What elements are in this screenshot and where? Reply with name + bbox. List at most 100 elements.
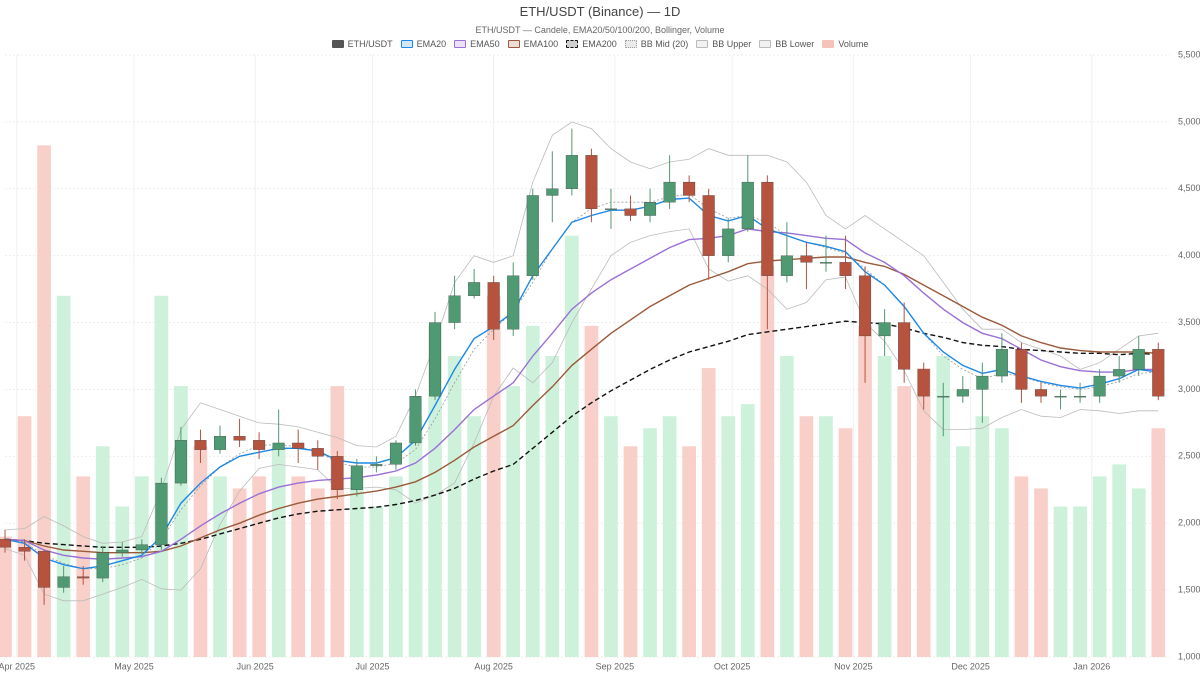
y-tick-label: 5,500: [1178, 49, 1200, 59]
indicator-line: [4, 228, 1159, 602]
candle-body: [0, 539, 11, 548]
x-tick-label: Jan 2026: [1073, 661, 1110, 671]
x-tick-label: Apr 2025: [0, 661, 35, 671]
candle-body: [1093, 375, 1106, 397]
volume-bar: [467, 416, 481, 657]
candle-body: [702, 195, 715, 256]
legend-swatch: [454, 40, 467, 48]
volume-bar: [252, 476, 266, 657]
candle-body: [194, 440, 207, 450]
legend-item[interactable]: BB Lower: [759, 39, 814, 49]
legend-swatch: [759, 40, 772, 48]
candle-body: [135, 544, 148, 551]
volume-bar: [17, 416, 32, 657]
candle-body: [722, 228, 735, 256]
volume-bar: [525, 325, 540, 657]
candle-body: [546, 188, 559, 196]
candle-body: [370, 464, 383, 466]
y-tick-label: 4,500: [1178, 183, 1200, 193]
volume-bar: [819, 416, 833, 657]
legend-label: BB Upper: [712, 39, 752, 49]
volume-bar: [193, 446, 208, 657]
candle-body: [311, 448, 324, 457]
indicator-line: [4, 228, 1159, 561]
legend-item[interactable]: Volume: [822, 39, 868, 49]
volume-bar: [897, 386, 912, 657]
volume-bar: [447, 356, 462, 657]
volume-bar: [584, 325, 599, 657]
candle-body: [565, 155, 578, 189]
volume-bar: [604, 416, 618, 657]
volume-bar: [740, 404, 755, 657]
legend-item[interactable]: EMA20: [400, 39, 447, 49]
x-tick-label: Sep 2025: [596, 661, 635, 671]
candle-body: [409, 395, 422, 444]
volume-bar: [486, 295, 501, 657]
y-tick-label: 2,500: [1178, 451, 1200, 461]
volume-bar: [134, 476, 149, 657]
legend-label: BB Mid (20): [640, 39, 689, 49]
legend-item[interactable]: BB Upper: [696, 39, 751, 49]
x-tick-label: Oct 2025: [714, 661, 751, 671]
y-tick-label: 2,000: [1178, 518, 1200, 528]
legend-item[interactable]: BB Mid (20): [624, 39, 689, 49]
legend-swatch: [507, 40, 520, 48]
legend-swatch: [566, 40, 579, 48]
candle-body: [389, 442, 402, 465]
candle-body: [917, 369, 930, 397]
volume-bar: [1151, 428, 1166, 657]
volume-bar: [701, 368, 716, 657]
volume-bar: [350, 476, 364, 657]
candle-body: [878, 322, 891, 337]
candle-body: [624, 208, 637, 216]
candle-body: [292, 442, 305, 449]
legend-swatch: [822, 40, 835, 48]
legend-label: EMA50: [470, 39, 500, 49]
candle-body: [839, 262, 852, 276]
candle-body: [663, 181, 676, 203]
legend-swatch: [696, 40, 709, 48]
legend-item[interactable]: EMA50: [454, 39, 500, 49]
volume-bar: [174, 386, 188, 657]
volume-bar: [1112, 464, 1127, 657]
volume-bar: [369, 506, 384, 657]
legend-swatch: [331, 40, 344, 48]
legend-item[interactable]: ETH/USDT: [331, 39, 393, 49]
candle-body: [644, 202, 657, 216]
candle-body: [155, 482, 168, 545]
legend-label: EMA20: [416, 39, 447, 49]
candle-body: [448, 295, 461, 323]
indicator-line: [4, 193, 1159, 570]
candle-body: [174, 440, 187, 484]
candle-body: [253, 440, 266, 450]
volume-bar: [330, 386, 345, 657]
candle-body: [1054, 395, 1067, 398]
volume-bar: [408, 416, 423, 657]
legend-label: EMA200: [582, 39, 617, 49]
candle-body: [429, 322, 442, 397]
candle-body: [1132, 349, 1145, 370]
y-tick-label: 1,000: [1178, 651, 1200, 661]
legend-item[interactable]: EMA100: [507, 39, 558, 49]
volume-bar: [662, 416, 677, 657]
volume-bar: [838, 428, 853, 657]
candle-body: [487, 282, 500, 330]
volume-bar: [1053, 506, 1068, 657]
volume-bar: [760, 265, 775, 657]
y-tick-label: 3,500: [1178, 317, 1200, 327]
volume-bar: [0, 536, 12, 657]
candle-body: [57, 576, 70, 588]
candle-body: [507, 275, 520, 330]
candle-body: [1152, 349, 1165, 397]
candle-body: [1113, 369, 1126, 377]
candle-body: [468, 282, 481, 296]
volume-bar: [115, 506, 130, 657]
legend-item[interactable]: EMA200: [566, 39, 617, 49]
candle-body: [116, 549, 129, 553]
candle-body: [38, 551, 51, 588]
candle-body: [1074, 395, 1087, 398]
volume-bar: [643, 428, 657, 657]
y-tick-label: 5,000: [1178, 116, 1200, 126]
volume-bar: [428, 325, 442, 657]
